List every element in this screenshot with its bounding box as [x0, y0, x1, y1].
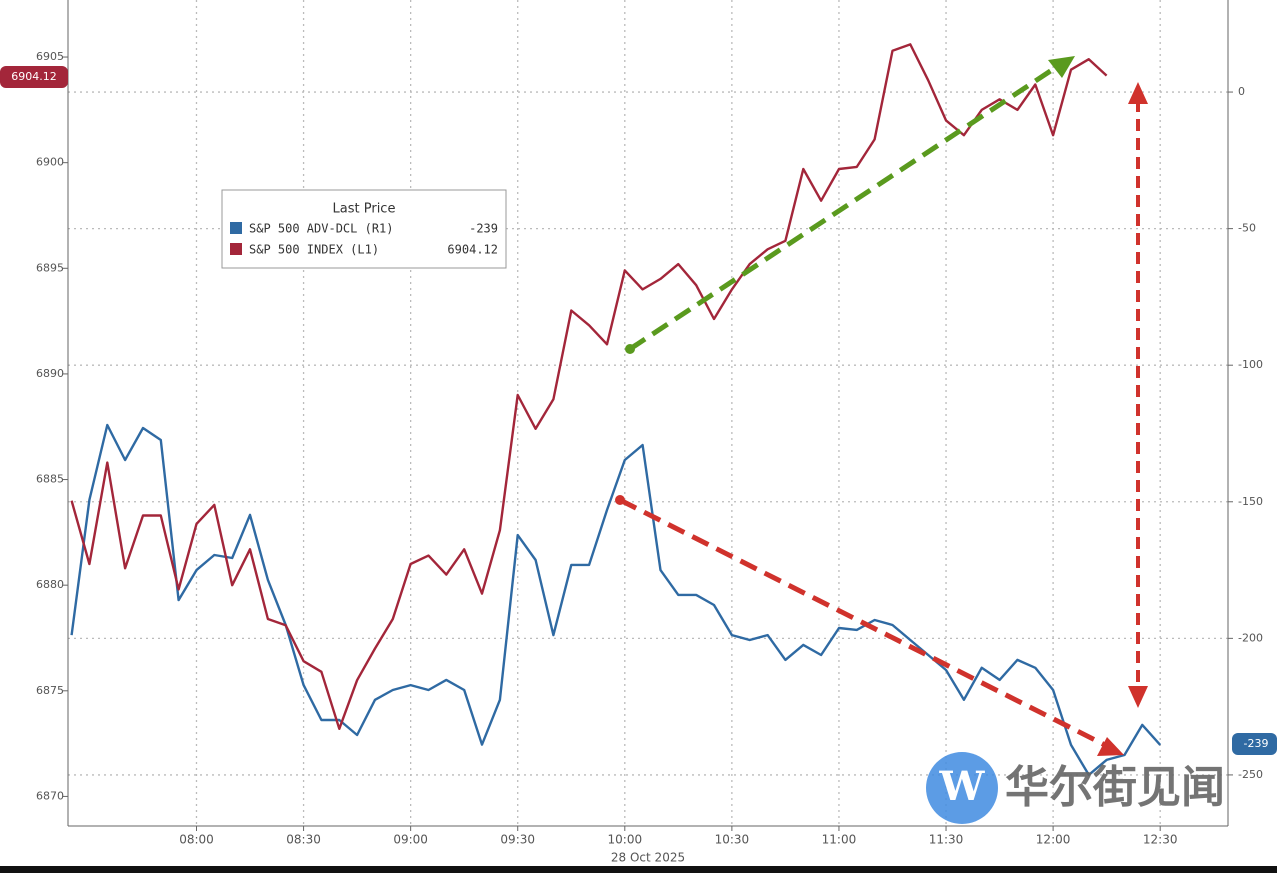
gap-arrowhead-up [1128, 82, 1148, 104]
x-tick-label: 11:00 [822, 833, 857, 847]
x-tick-label: 10:00 [608, 833, 643, 847]
legend: Last Price S&P 500 ADV-DCL (R1) -239 S&P… [221, 189, 507, 269]
gap-arrowhead-down [1128, 686, 1148, 708]
grid [68, 0, 1228, 826]
lines [70, 43, 1162, 777]
legend-value: -239 [469, 222, 498, 236]
red-arrow [618, 497, 1107, 748]
x-tick-label: 11:30 [929, 833, 964, 847]
y-tick-label: 6900 [36, 156, 64, 169]
x-tick-label: 08:00 [179, 833, 214, 847]
y-tick-label: 6890 [36, 367, 64, 380]
red-dot [615, 495, 625, 505]
y2-tick-label: -50 [1238, 222, 1256, 235]
y-tick-label: 6880 [36, 578, 64, 591]
legend-title: Last Price [333, 202, 396, 217]
watermark-logo-letter: W [939, 763, 986, 810]
y2-tick-label: -250 [1238, 768, 1263, 781]
series-line [70, 43, 1108, 730]
x-tick-label: 08:30 [286, 833, 321, 847]
y-tick-label: 6905 [36, 50, 64, 63]
legend-box [221, 189, 507, 269]
green-dot [625, 344, 635, 354]
watermark-text: 华尔街见闻 [1005, 762, 1225, 813]
legend-label: S&P 500 INDEX (L1) [249, 243, 379, 257]
green-arrow [628, 63, 1060, 352]
x-tick-label: 09:00 [393, 833, 428, 847]
y-tick-label: 6870 [36, 789, 64, 802]
last-tag-label: -239 [1244, 737, 1269, 750]
last-tag [1232, 733, 1277, 755]
green-arrowhead [1048, 56, 1075, 78]
last-tag-label: 6904.12 [11, 70, 57, 83]
x-tick-label: 10:30 [715, 833, 750, 847]
x-axis-label: 28 Oct 2025 [611, 851, 685, 865]
legend-swatch [230, 243, 242, 255]
y2-tick-label: -100 [1238, 358, 1263, 371]
x-tick-label: 12:30 [1143, 833, 1178, 847]
legend-label: S&P 500 ADV-DCL (R1) [249, 222, 394, 236]
watermark-logo [926, 752, 998, 824]
y2-tick-label: 0 [1238, 85, 1245, 98]
red-arrowhead [1097, 737, 1124, 756]
annotations [615, 56, 1148, 756]
bottom-bar [0, 866, 1277, 873]
x-tick-label: 12:00 [1036, 833, 1071, 847]
x-tick-label: 09:30 [500, 833, 535, 847]
last-tag [0, 66, 68, 88]
y2-tick-label: -150 [1238, 495, 1263, 508]
series-line [70, 423, 1162, 777]
y-tick-label: 6875 [36, 684, 64, 697]
legend-value: 6904.12 [447, 243, 498, 257]
watermark: W 华尔街见闻 [926, 752, 1225, 824]
legend-swatch [230, 222, 242, 234]
y2-tick-label: -200 [1238, 631, 1263, 644]
y-tick-label: 6895 [36, 261, 64, 274]
y-tick-label: 6885 [36, 473, 64, 486]
